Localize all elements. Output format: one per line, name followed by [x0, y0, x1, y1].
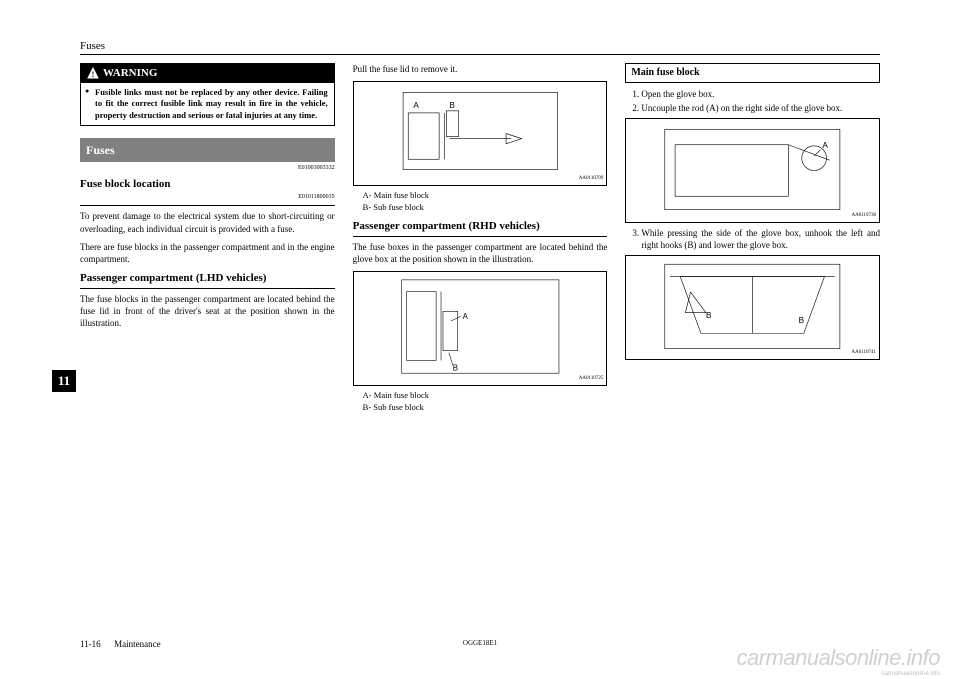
para-2: There are fuse blocks in the passenger c… [80, 241, 335, 265]
step-1: Open the glove box. [641, 88, 880, 100]
steps-1-2: Open the glove box. Uncouple the rod (A)… [625, 88, 880, 114]
lhd-head: Passenger compartment (LHD vehicles) [80, 271, 335, 289]
illus-code-4: AA0110741 [851, 350, 876, 357]
step-2: Uncouple the rod (A) on the right side o… [641, 102, 880, 114]
watermark-small: carmanualsonline.info [882, 671, 940, 677]
caption-1: A- Main fuse block B- Sub fuse block [353, 190, 608, 213]
step-3: While pressing the side of the glove box… [641, 227, 880, 251]
lhd-para: The fuse blocks in the passenger compart… [80, 293, 335, 329]
warning-heading: ! WARNING [81, 64, 334, 83]
cap2-a: A- Main fuse block [363, 390, 608, 401]
rhd-head: Passenger compartment (RHD vehicles) [353, 219, 608, 237]
footer-left: 11-16 Maintenance [80, 639, 161, 649]
footer-center: OGGE18E1 [463, 639, 497, 647]
fuse-block-location-head: Fuse block location [80, 177, 335, 192]
label-b4: B [799, 316, 805, 325]
illus-code-3: AA0110738 [851, 213, 876, 220]
warning-icon: ! [87, 67, 99, 79]
rhd-para: The fuse boxes in the passenger compartm… [353, 241, 608, 265]
warning-label: WARNING [103, 66, 157, 81]
column-1: ! WARNING Fusible links must not be repl… [80, 63, 335, 419]
label-b3: B [706, 311, 712, 320]
warning-text: Fusible links must not be replaced by an… [81, 83, 334, 125]
chapter-tab: 11 [52, 370, 76, 392]
para-1: To prevent damage to the electrical syst… [80, 210, 335, 234]
label-b2: B [452, 363, 457, 372]
cap-a: A- Main fuse block [363, 190, 608, 201]
label-a: A [413, 101, 419, 110]
illus-code-1: AA0110709 [579, 176, 604, 183]
warning-box: ! WARNING Fusible links must not be repl… [80, 63, 335, 126]
code-1: E01003003332 [80, 164, 335, 172]
footer-label: Maintenance [114, 639, 160, 649]
column-3: Main fuse block Open the glove box. Unco… [625, 63, 880, 419]
footer-page: 11-16 [80, 639, 101, 649]
illustration-glovebox-rod: A AA0110738 [625, 118, 880, 223]
label-b: B [449, 101, 455, 110]
fuses-bar: Fuses [80, 138, 335, 162]
illustration-rhd: A B AA0110725 [353, 271, 608, 386]
label-a2: A [462, 312, 468, 321]
svg-text:!: ! [92, 70, 95, 79]
steps-3: While pressing the side of the glove box… [625, 227, 880, 251]
pull-lid-text: Pull the fuse lid to remove it. [353, 63, 608, 75]
code-2: E01011800035 [80, 193, 335, 201]
illustration-glovebox-lower: B B AA0110741 [625, 255, 880, 360]
illustration-lhd-lid: A B AA0110709 [353, 81, 608, 186]
cap-b: B- Sub fuse block [363, 202, 608, 213]
column-2: Pull the fuse lid to remove it. A B AA01… [353, 63, 608, 419]
label-a3: A [823, 141, 829, 150]
caption-2: A- Main fuse block B- Sub fuse block [353, 390, 608, 413]
cap2-b: B- Sub fuse block [363, 402, 608, 413]
illus-code-2: AA0110725 [579, 376, 604, 383]
page-header: Fuses [80, 40, 880, 55]
watermark: carmanualsonline.info [736, 645, 940, 671]
page: Fuses ! WARNING Fusible links must not b… [0, 0, 960, 459]
rule [80, 205, 335, 206]
main-fuse-block-head: Main fuse block [625, 63, 880, 83]
columns: ! WARNING Fusible links must not be repl… [80, 63, 880, 419]
